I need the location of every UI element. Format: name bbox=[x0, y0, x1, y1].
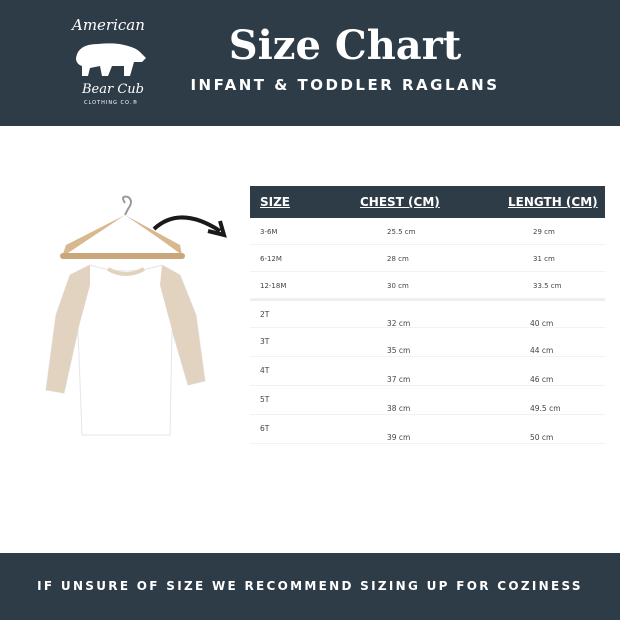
table-row: 12-18M 30 cm 33.5 cm bbox=[250, 272, 605, 299]
brand-logo: American Bear Cub CLOTHING CO.® bbox=[62, 12, 158, 108]
table-row: 4T 37 cm 46 cm bbox=[250, 357, 605, 386]
length-cell: 33.5 cm bbox=[533, 282, 562, 290]
size-cell: 6-12M bbox=[260, 255, 282, 263]
size-cell: 3T bbox=[260, 337, 270, 346]
chest-cell: 25.5 cm bbox=[387, 228, 416, 236]
size-cell: 4T bbox=[260, 366, 270, 375]
chest-cell: 28 cm bbox=[387, 255, 409, 263]
bear-icon bbox=[76, 43, 146, 76]
size-cell: 6T bbox=[260, 424, 270, 433]
chest-cell: 37 cm bbox=[387, 375, 411, 384]
length-cell: 29 cm bbox=[533, 228, 555, 236]
page-title: Size Chart bbox=[228, 22, 462, 69]
length-cell: 44 cm bbox=[530, 346, 554, 355]
size-chart-table: SIZE CHEST (CM) LENGTH (CM) 3-6M 25.5 cm 2… bbox=[250, 186, 605, 444]
column-header-chest: CHEST (CM) bbox=[360, 195, 440, 209]
chest-cell: 32 cm bbox=[387, 319, 411, 328]
header: American Bear Cub CLOTHING CO.® Size Cha… bbox=[0, 0, 620, 126]
chest-cell: 39 cm bbox=[387, 433, 411, 442]
logo-text-line1: American bbox=[72, 16, 145, 34]
size-cell: 3-6M bbox=[260, 228, 278, 236]
logo-text-line3: CLOTHING CO.® bbox=[84, 100, 139, 106]
logo-text-line2: Bear Cub bbox=[82, 82, 144, 97]
chest-cell: 30 cm bbox=[387, 282, 409, 290]
footer-note: IF UNSURE OF SIZE WE RECOMMEND SIZING UP… bbox=[0, 553, 620, 620]
table-row: 5T 38 cm 49.5 cm bbox=[250, 386, 605, 415]
raglan-shirt-image bbox=[45, 195, 206, 436]
length-cell: 40 cm bbox=[530, 319, 554, 328]
size-cell: 2T bbox=[260, 310, 270, 319]
chest-cell: 35 cm bbox=[387, 346, 411, 355]
length-cell: 46 cm bbox=[530, 375, 554, 384]
column-header-size: SIZE bbox=[260, 195, 291, 209]
size-cell: 5T bbox=[260, 395, 270, 404]
table-row: 2T 32 cm 40 cm bbox=[250, 299, 605, 328]
length-cell: 31 cm bbox=[533, 255, 555, 263]
size-cell: 12-18M bbox=[260, 282, 287, 290]
length-cell: 49.5 cm bbox=[530, 404, 561, 413]
table-row: 3-6M 25.5 cm 29 cm bbox=[250, 218, 605, 245]
arrow-icon bbox=[152, 215, 227, 238]
page-subtitle: INFANT & TODDLER RAGLANS bbox=[190, 76, 500, 94]
chest-cell: 38 cm bbox=[387, 404, 411, 413]
column-header-length: LENGTH (CM) bbox=[508, 195, 598, 209]
length-cell: 50 cm bbox=[530, 433, 554, 442]
table-row: 6T 39 cm 50 cm bbox=[250, 415, 605, 444]
table-row: 6-12M 28 cm 31 cm bbox=[250, 245, 605, 272]
table-header: SIZE CHEST (CM) LENGTH (CM) bbox=[250, 186, 605, 218]
table-row: 3T 35 cm 44 cm bbox=[250, 328, 605, 357]
